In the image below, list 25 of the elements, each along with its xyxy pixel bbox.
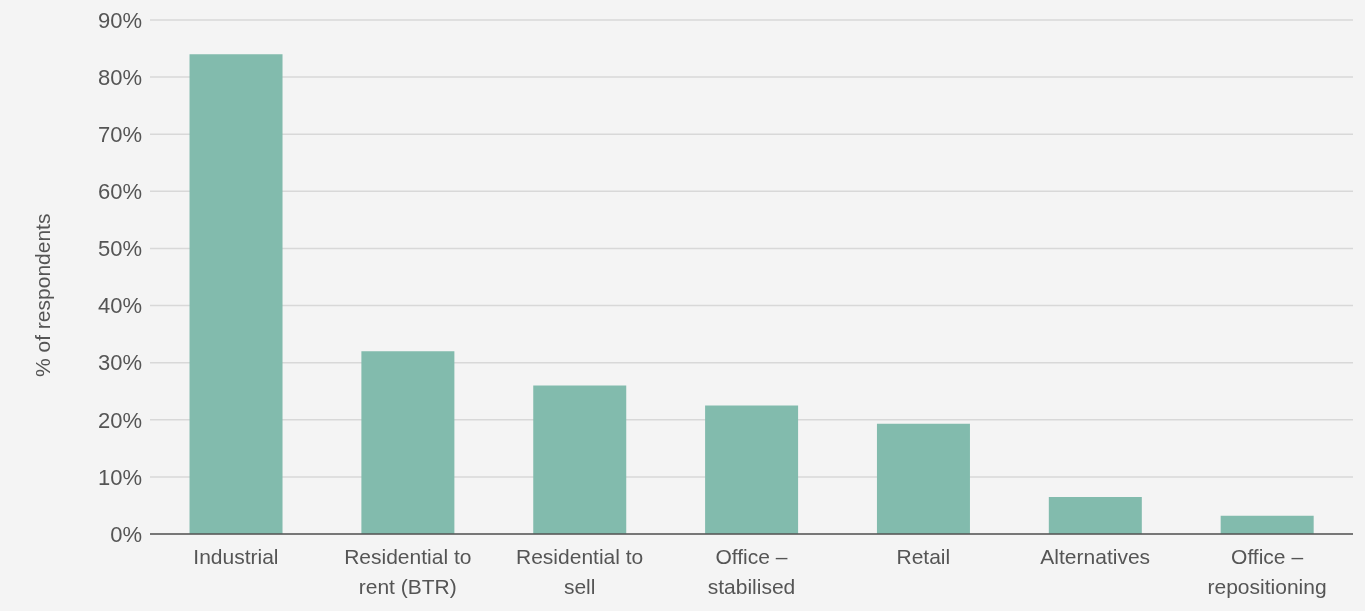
y-tick-label: 40% [97, 293, 142, 319]
x-tick-label: Residential to rent (BTR) [344, 545, 472, 598]
y-tick-label: 30% [97, 350, 142, 376]
x-tick-label: Retail [896, 545, 951, 568]
y-tick-label: 10% [97, 464, 142, 490]
y-axis-title: % of respondents [31, 213, 55, 377]
bar [533, 385, 627, 534]
x-tick-label: Industrial [193, 545, 279, 568]
x-tick-label: Office – repositioning [1207, 545, 1327, 598]
y-tick-label: 0% [110, 521, 142, 547]
y-tick-label: 70% [97, 122, 142, 148]
bar [189, 54, 283, 534]
y-tick-label: 90% [97, 7, 142, 33]
y-tick-label: 60% [97, 179, 142, 205]
bar [1220, 515, 1314, 534]
y-tick-label: 50% [97, 236, 142, 262]
bar [705, 405, 799, 534]
x-tick-label: Office – stabilised [707, 545, 796, 598]
x-tick-label: Alternatives [1040, 545, 1151, 568]
bar [1048, 496, 1142, 534]
bar [876, 423, 970, 534]
bar [361, 351, 455, 534]
y-tick-label: 20% [97, 407, 142, 433]
y-tick-label: 80% [97, 64, 142, 90]
x-tick-label: Residential to sell [516, 545, 644, 598]
